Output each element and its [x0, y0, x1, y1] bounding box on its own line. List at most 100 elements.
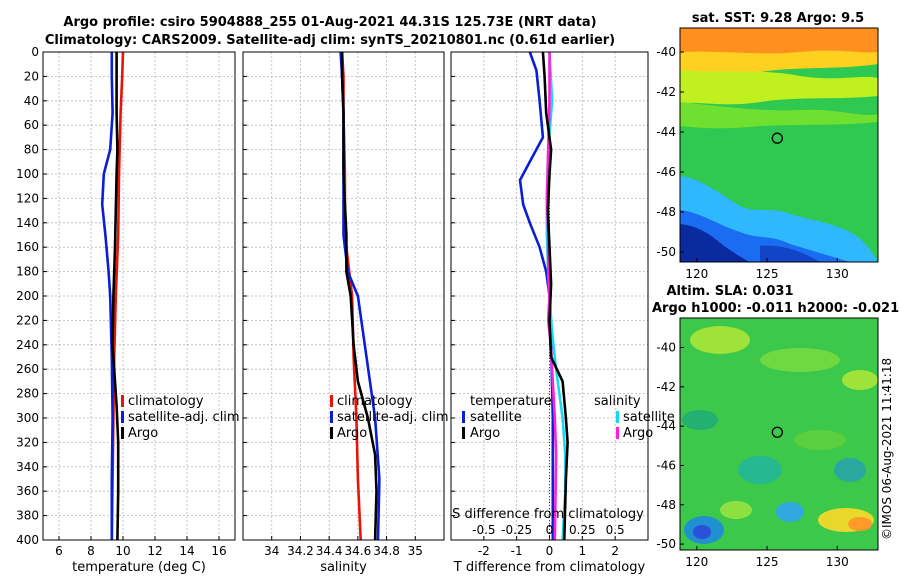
plot-frame: [42, 51, 236, 541]
legend-swatch-satellite: [121, 411, 124, 423]
legend-label-argo: Argo: [128, 426, 158, 441]
series-line-satellite-adj-clim: [100, 52, 114, 540]
x-tick-label: 34: [264, 544, 279, 558]
legend-label-sal-argo: Argo: [623, 426, 653, 441]
map-x-tick-label: 125: [756, 555, 779, 569]
legend-swatch-sal-argo: [616, 427, 619, 439]
difference-profile-panel: -2 -1 0 1 2 T difference from climatology: [450, 51, 649, 575]
y-tick-label: 320: [16, 435, 39, 449]
sla-map-axes: 120 125 130 -40 -42 -44 -46 -48 -50: [656, 340, 848, 569]
y-tick-label: 0: [31, 45, 39, 59]
legend-label-sal-satellite: satellite: [623, 410, 675, 425]
x-tick-label: 0: [546, 544, 554, 558]
series-group: [100, 52, 125, 540]
series-line-argo: [340, 52, 378, 540]
map-y-tick-label: -40: [656, 340, 676, 354]
top-tick-label: -0.25: [501, 523, 532, 537]
sst-argo-position-marker: [771, 132, 783, 144]
map-y-tick-label: -42: [656, 380, 676, 394]
y-tick-label: 60: [24, 118, 39, 132]
legend-label-satellite: satellite-adj. clim: [337, 410, 449, 425]
map-y-tick-label: -44: [656, 419, 676, 433]
y-tick-label: 180: [16, 265, 39, 279]
legend-swatch-temp-argo: [462, 427, 465, 439]
map-y-tick-label: -50: [656, 537, 676, 551]
temperature-profile-panel: 6 8 10 12 14 16020406080100120140160180200220…: [16, 45, 236, 575]
legend-label-argo: Argo: [337, 426, 367, 441]
y-tick-label: 280: [16, 387, 39, 401]
y-tick-label: 160: [16, 240, 39, 254]
map-y-tick-label: -50: [656, 245, 676, 259]
x-tick-label: 6: [55, 544, 63, 558]
series-group: [339, 52, 381, 540]
x-tick-label: 10: [115, 544, 130, 558]
plot-frame: [450, 51, 649, 541]
map-y-tick-label: -42: [656, 85, 676, 99]
series-group: [518, 52, 569, 540]
series-line-temperature-argo: [541, 52, 569, 540]
map-x-tick-label: 130: [826, 267, 849, 281]
sst-map-field: [680, 28, 878, 262]
x-tick-label: 14: [179, 544, 194, 558]
x-tick-label: 1: [579, 544, 587, 558]
sla-map-field: [682, 326, 878, 544]
sla-argo-position-marker: [771, 426, 783, 438]
x-tick-label: -2: [478, 544, 490, 558]
copyright-watermark: ©IMOS 06-Aug-2021 11:41:18: [880, 357, 894, 540]
map-y-tick-label: -44: [656, 125, 676, 139]
sla-map-title: Altim. SLA: 0.031: [667, 284, 794, 299]
map-x-tick-label: 120: [685, 555, 708, 569]
y-tick-label: 40: [24, 94, 39, 108]
y-tick-label: 200: [16, 289, 39, 303]
y-tick-label: 400: [16, 533, 39, 547]
legend-header-salinity: salinity: [594, 394, 641, 409]
sla-map: Altim. SLA: 0.031 Argo h1000: -0.011 h20…: [652, 284, 899, 569]
sst-map-axes: 120 125 130 -40 -42 -44 -46 -48 -50: [656, 45, 848, 281]
legend-label-climatology: climatology: [128, 394, 204, 409]
map-y-tick-label: -46: [656, 165, 676, 179]
figure-title-line1: Argo profile: csiro 5904888_255 01-Aug-2…: [63, 15, 597, 30]
x-axis-label: T difference from climatology: [453, 560, 646, 575]
y-tick-label: 220: [16, 313, 39, 327]
y-tick-label: 240: [16, 338, 39, 352]
map-y-tick-label: -46: [656, 458, 676, 472]
y-tick-label: 340: [16, 460, 39, 474]
sst-map-frame: [679, 27, 879, 263]
x-tick-label: 12: [147, 544, 162, 558]
legend-swatch-climatology: [121, 395, 124, 407]
y-tick-label: 120: [16, 191, 39, 205]
map-x-tick-label: 120: [685, 267, 708, 281]
legend-swatch-temp-satellite: [462, 411, 465, 423]
legend-swatch-argo: [121, 427, 124, 439]
legend-swatch-sal-satellite: [616, 411, 619, 423]
plot-frame: [242, 51, 445, 541]
map-y-tick-label: -40: [656, 45, 676, 59]
x-tick-label: 35: [408, 544, 423, 558]
legend-label-satellite: satellite-adj. clim: [128, 410, 240, 425]
difference-legend: temperature salinity satellite Argo sate…: [462, 394, 675, 441]
y-tick-label: 380: [16, 509, 39, 523]
y-tick-label: 360: [16, 484, 39, 498]
top-tick-label: 0.5: [606, 523, 625, 537]
map-x-tick-label: 125: [756, 267, 779, 281]
sst-map-title: sat. SST: 9.28 Argo: 9.5: [692, 11, 864, 26]
y-tick-label: 140: [16, 216, 39, 230]
x-tick-label: 34.4: [316, 544, 343, 558]
y-tick-label: 300: [16, 411, 39, 425]
temperature-legend: climatology satellite-adj. clim Argo: [121, 394, 240, 441]
top-tick-label: 0.25: [569, 523, 596, 537]
y-tick-label: 100: [16, 167, 39, 181]
legend-swatch-satellite: [330, 411, 333, 423]
x-tick-label: 2: [611, 544, 619, 558]
legend-label-temp-satellite: satellite: [470, 410, 522, 425]
y-tick-label: 260: [16, 362, 39, 376]
x-tick-label: 34.8: [373, 544, 400, 558]
difference-top-axis-label: S difference from climatology: [452, 507, 644, 522]
sla-map-subtitle: Argo h1000: -0.011 h2000: -0.021: [652, 301, 899, 316]
y-tick-label: 80: [24, 143, 39, 157]
legend-label-temp-argo: Argo: [470, 426, 500, 441]
legend-swatch-climatology: [330, 395, 333, 407]
y-tick-label: 20: [24, 69, 39, 83]
x-tick-label: 16: [211, 544, 226, 558]
